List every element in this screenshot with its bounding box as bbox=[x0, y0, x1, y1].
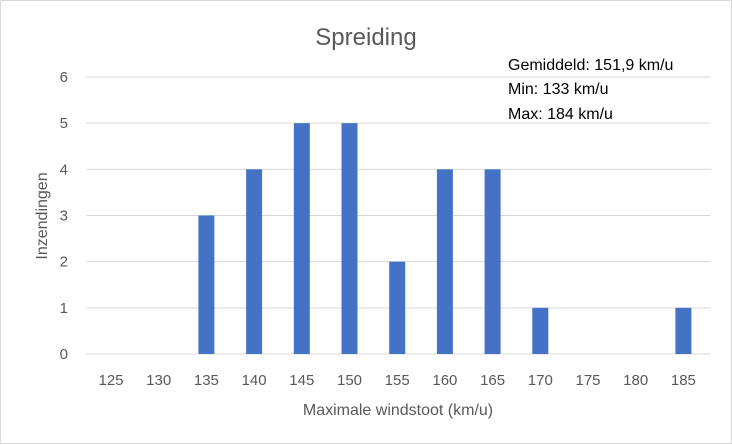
y-tick-label: 6 bbox=[60, 69, 68, 86]
y-tick-label: 1 bbox=[60, 300, 68, 317]
annotation-max: Max: 184 km/u bbox=[508, 106, 613, 123]
x-tick-label: 180 bbox=[623, 372, 648, 389]
annotation-min: Min: 133 km/u bbox=[508, 81, 608, 98]
annotation-mean: Gemiddeld: 151,9 km/u bbox=[508, 57, 673, 74]
x-tick-label: 160 bbox=[432, 372, 457, 389]
x-tick-label: 170 bbox=[528, 372, 553, 389]
x-tick-label: 125 bbox=[98, 372, 123, 389]
bar-160 bbox=[436, 169, 453, 354]
x-tick-label: 155 bbox=[385, 372, 410, 389]
y-tick-label: 5 bbox=[60, 115, 68, 132]
y-tick-label: 4 bbox=[60, 161, 68, 178]
x-tick-label: 140 bbox=[242, 372, 267, 389]
y-tick-label: 0 bbox=[60, 346, 68, 363]
y-tick-label: 2 bbox=[60, 254, 68, 271]
bars bbox=[198, 123, 692, 355]
bar-145 bbox=[293, 123, 310, 355]
x-tick-labels: 125 130 135 140 145 150 155 160 165 170 175 180 185 bbox=[98, 372, 695, 389]
x-tick-label: 135 bbox=[194, 372, 219, 389]
bar-150 bbox=[341, 123, 358, 355]
bar-165 bbox=[484, 169, 501, 354]
bar-170 bbox=[532, 307, 549, 354]
x-tick-label: 150 bbox=[337, 372, 362, 389]
bar-140 bbox=[246, 169, 263, 354]
x-tick-label: 165 bbox=[480, 372, 505, 389]
y-tick-label: 3 bbox=[60, 208, 68, 225]
x-tick-label: 145 bbox=[289, 372, 314, 389]
x-axis-label: Maximale windstoot (km/u) bbox=[303, 402, 493, 419]
bar-155 bbox=[389, 261, 406, 354]
x-tick-label: 175 bbox=[575, 372, 600, 389]
bar-185 bbox=[675, 307, 692, 354]
y-axis-label: Inzendingen bbox=[34, 172, 51, 259]
bar-135 bbox=[198, 215, 215, 354]
x-tick-label: 185 bbox=[671, 372, 696, 389]
y-tick-labels: 0 1 2 3 4 5 6 bbox=[60, 69, 68, 363]
chart-title: Spreiding bbox=[315, 24, 416, 51]
x-tick-label: 130 bbox=[146, 372, 171, 389]
